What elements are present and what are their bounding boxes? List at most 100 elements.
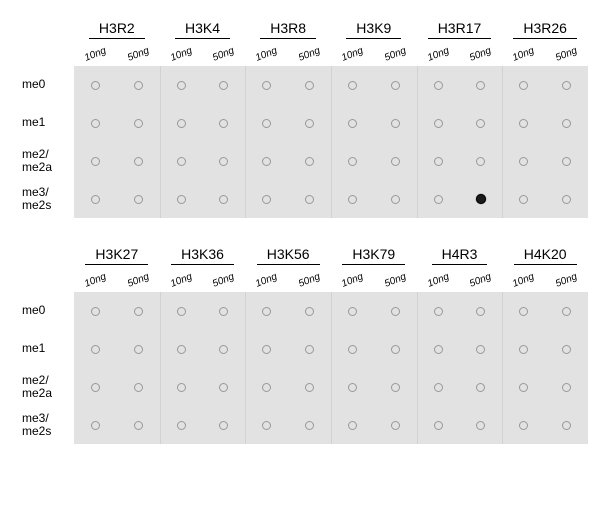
dot-cell [374, 81, 417, 90]
dot-cell [417, 195, 460, 204]
dot-empty [476, 383, 485, 392]
dot-empty [562, 195, 571, 204]
dot-empty [219, 307, 228, 316]
dot-cell [417, 421, 460, 430]
dot-cell [459, 421, 502, 430]
dot-cell [117, 157, 160, 166]
dot-cell [374, 119, 417, 128]
dot-cell [374, 383, 417, 392]
dot-empty [476, 345, 485, 354]
dot-empty [391, 421, 400, 430]
dot-cell [545, 345, 588, 354]
conc-header-row: 10ng50ng10ng50ng10ng50ng10ng50ng10ng50ng… [20, 271, 588, 290]
dot-cell [288, 157, 331, 166]
site-header: H3K9 [331, 20, 417, 41]
dot-cell [245, 119, 288, 128]
dot-empty [262, 119, 271, 128]
dot-empty [305, 383, 314, 392]
dot-cell [202, 157, 245, 166]
dot-cell [374, 345, 417, 354]
dot-cell [117, 195, 160, 204]
site-header: H3R2 [74, 20, 160, 41]
dot-cell [417, 81, 460, 90]
dot-cell [545, 195, 588, 204]
dot-cell [160, 81, 203, 90]
dot-cell [160, 421, 203, 430]
dot-cell [288, 345, 331, 354]
dot-cell [160, 119, 203, 128]
dot-cell [459, 81, 502, 90]
dot-empty [562, 81, 571, 90]
dot-cell [288, 119, 331, 128]
dot-cell [160, 307, 203, 316]
dot-empty [391, 157, 400, 166]
dot-cell [417, 307, 460, 316]
site-label: H3K9 [346, 20, 401, 39]
dot-empty [134, 157, 143, 166]
dot-empty [262, 383, 271, 392]
dot-cell [74, 119, 117, 128]
site-header: H3R26 [502, 20, 588, 41]
dot-empty [219, 383, 228, 392]
site-header: H3K36 [160, 246, 246, 267]
dot-cell [459, 345, 502, 354]
dot-empty [562, 383, 571, 392]
dot-empty [91, 345, 100, 354]
site-label: H4R3 [432, 246, 488, 265]
blot-area: me0me1me2/me2ame3/me2s [20, 292, 588, 444]
site-header: H4K20 [502, 246, 588, 267]
dot-empty [434, 421, 443, 430]
dot-cell [502, 157, 545, 166]
dot-empty [219, 157, 228, 166]
dot-empty [305, 195, 314, 204]
dot-empty [134, 81, 143, 90]
dot-cell [117, 383, 160, 392]
dot-empty [262, 157, 271, 166]
dot-empty [91, 195, 100, 204]
dot-cell [545, 383, 588, 392]
site-header: H4R3 [417, 246, 503, 267]
dot-cell [331, 421, 374, 430]
dot-cell [459, 157, 502, 166]
dot-cell [202, 119, 245, 128]
dot-empty [391, 195, 400, 204]
dot-cell [545, 157, 588, 166]
dot-cell [459, 194, 502, 204]
dot-cell [202, 81, 245, 90]
site-label: H3K4 [175, 20, 230, 39]
dot-empty [434, 345, 443, 354]
dot-empty [348, 157, 357, 166]
dot-empty [519, 383, 528, 392]
dot-empty [91, 119, 100, 128]
dot-empty [134, 195, 143, 204]
dot-empty [219, 421, 228, 430]
dot-cell [331, 119, 374, 128]
site-label: H3R2 [89, 20, 145, 39]
dot-empty [348, 81, 357, 90]
dot-cell [245, 307, 288, 316]
dot-cell [545, 307, 588, 316]
site-label: H4K20 [514, 246, 577, 265]
dot-cell [331, 345, 374, 354]
dot-empty [434, 157, 443, 166]
site-label: H3K56 [257, 246, 320, 265]
dot-cell [74, 345, 117, 354]
blot-area: me0me1me2/me2ame3/me2s [20, 66, 588, 218]
row-label: me1 [20, 116, 74, 129]
dot-empty [177, 81, 186, 90]
dot-empty [391, 81, 400, 90]
dot-empty [177, 157, 186, 166]
dot-empty [519, 421, 528, 430]
dot-empty [177, 119, 186, 128]
dot-empty [134, 383, 143, 392]
dot-empty [434, 307, 443, 316]
dot-empty [519, 119, 528, 128]
dot-cell [374, 421, 417, 430]
dot-cell [374, 157, 417, 166]
dot-empty [562, 421, 571, 430]
site-header: H3R17 [417, 20, 503, 41]
dot-empty [262, 421, 271, 430]
dot-empty [476, 81, 485, 90]
dot-cell [417, 157, 460, 166]
dot-cell [74, 421, 117, 430]
